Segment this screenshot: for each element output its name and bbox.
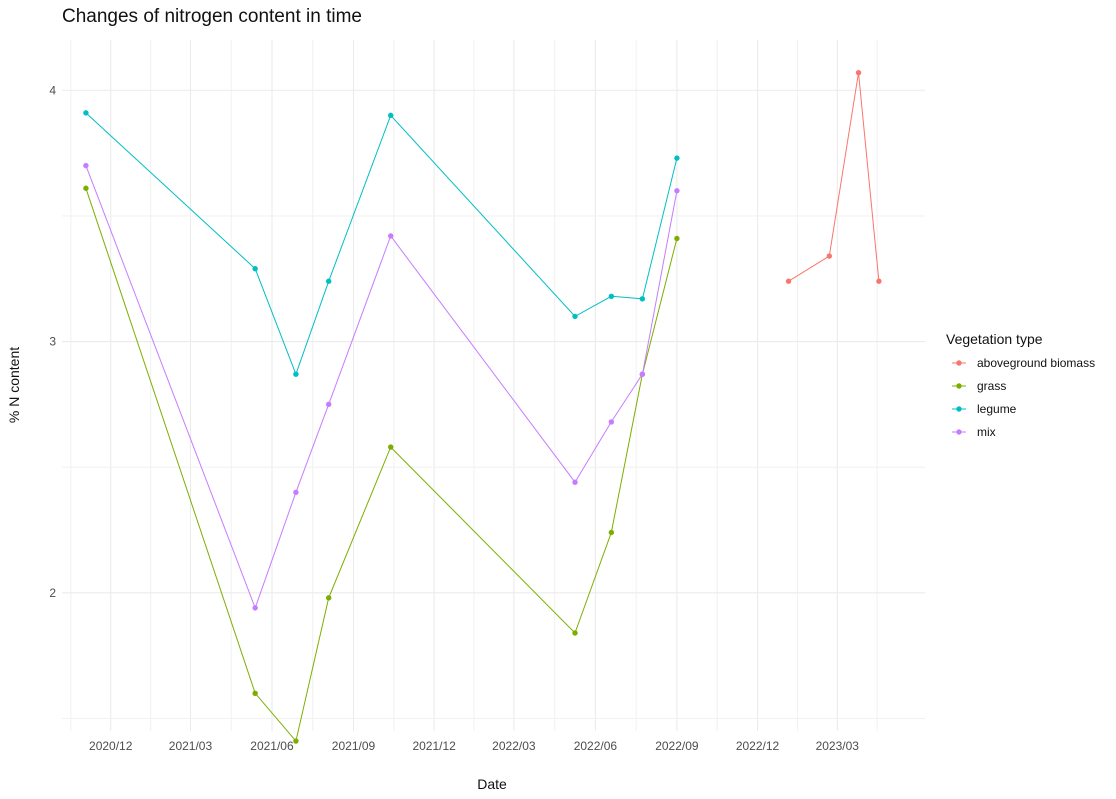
- data-point: [876, 278, 882, 284]
- x-tick-label: 2023/03: [816, 739, 860, 753]
- series-line: [85, 165, 678, 610]
- x-axis-ticks: 2020/12 2021/03 2021/06 2021/09 2021/12 2022/…: [89, 739, 859, 753]
- legend-label: legume: [977, 402, 1017, 416]
- data-point: [608, 529, 615, 536]
- data-point: [826, 253, 833, 259]
- x-tick-label: 2021/12: [412, 739, 456, 753]
- y-axis-ticks: 2 3 4: [49, 83, 56, 600]
- data-point: [639, 371, 646, 377]
- data-point: [388, 233, 394, 239]
- x-tick-label: 2022/03: [492, 739, 536, 753]
- data-point: [325, 595, 332, 601]
- legend-key-point: [956, 360, 962, 366]
- series-aboveground-biomass: [785, 69, 882, 284]
- series-mix: [83, 162, 680, 611]
- legend-item: mix: [952, 425, 996, 439]
- x-tick-label: 2021/09: [332, 739, 376, 753]
- data-point: [252, 690, 258, 697]
- x-tick-label: 2020/12: [89, 739, 133, 753]
- legend-item: grass: [952, 379, 1006, 393]
- data-point: [252, 265, 258, 272]
- series-legume: [83, 110, 680, 377]
- legend: Vegetation type aboveground biomass grass…: [946, 331, 1095, 439]
- legend-title: Vegetation type: [946, 331, 1043, 347]
- data-point: [293, 738, 299, 744]
- series-line: [788, 72, 880, 282]
- data-point: [252, 605, 258, 611]
- data-point: [293, 371, 299, 377]
- data-point: [572, 313, 578, 320]
- legend-key-point: [956, 383, 962, 389]
- data-point: [855, 69, 862, 76]
- data-point: [572, 479, 578, 485]
- y-tick-label: 2: [49, 586, 56, 600]
- y-tick-label: 3: [49, 335, 56, 349]
- data-point: [674, 235, 680, 242]
- data-point: [674, 155, 680, 161]
- data-point: [572, 630, 578, 636]
- x-tick-label: 2022/06: [574, 739, 618, 753]
- data-point: [785, 278, 792, 284]
- data-point: [325, 401, 332, 408]
- legend-key-point: [956, 406, 962, 412]
- data-point: [388, 112, 394, 119]
- series: [83, 69, 882, 744]
- x-tick-label: 2021/06: [250, 739, 294, 753]
- data-point: [293, 489, 299, 495]
- data-point: [608, 419, 615, 425]
- legend-label: grass: [977, 379, 1006, 393]
- legend-item: aboveground biomass: [952, 356, 1095, 370]
- x-tick-label: 2022/09: [655, 739, 699, 753]
- data-point: [388, 444, 394, 450]
- legend-key-point: [956, 429, 962, 435]
- data-point: [83, 162, 89, 169]
- series-line: [85, 188, 678, 743]
- x-axis-title: Date: [477, 776, 507, 792]
- y-axis-title: % N content: [6, 347, 22, 423]
- legend-label: mix: [977, 425, 996, 439]
- legend-item: legume: [952, 402, 1017, 416]
- data-point: [674, 188, 680, 194]
- chart-title: Changes of nitrogen content in time: [62, 6, 362, 27]
- grid: [62, 40, 925, 731]
- data-point: [608, 293, 615, 299]
- data-point: [325, 278, 332, 284]
- data-point: [83, 185, 89, 191]
- series-grass: [83, 185, 680, 744]
- y-tick-label: 4: [49, 83, 56, 97]
- data-point: [639, 296, 646, 302]
- data-point: [83, 110, 89, 116]
- series-line: [85, 112, 678, 376]
- legend-label: aboveground biomass: [977, 356, 1095, 370]
- x-tick-label: 2022/12: [736, 739, 780, 753]
- x-tick-label: 2021/03: [169, 739, 213, 753]
